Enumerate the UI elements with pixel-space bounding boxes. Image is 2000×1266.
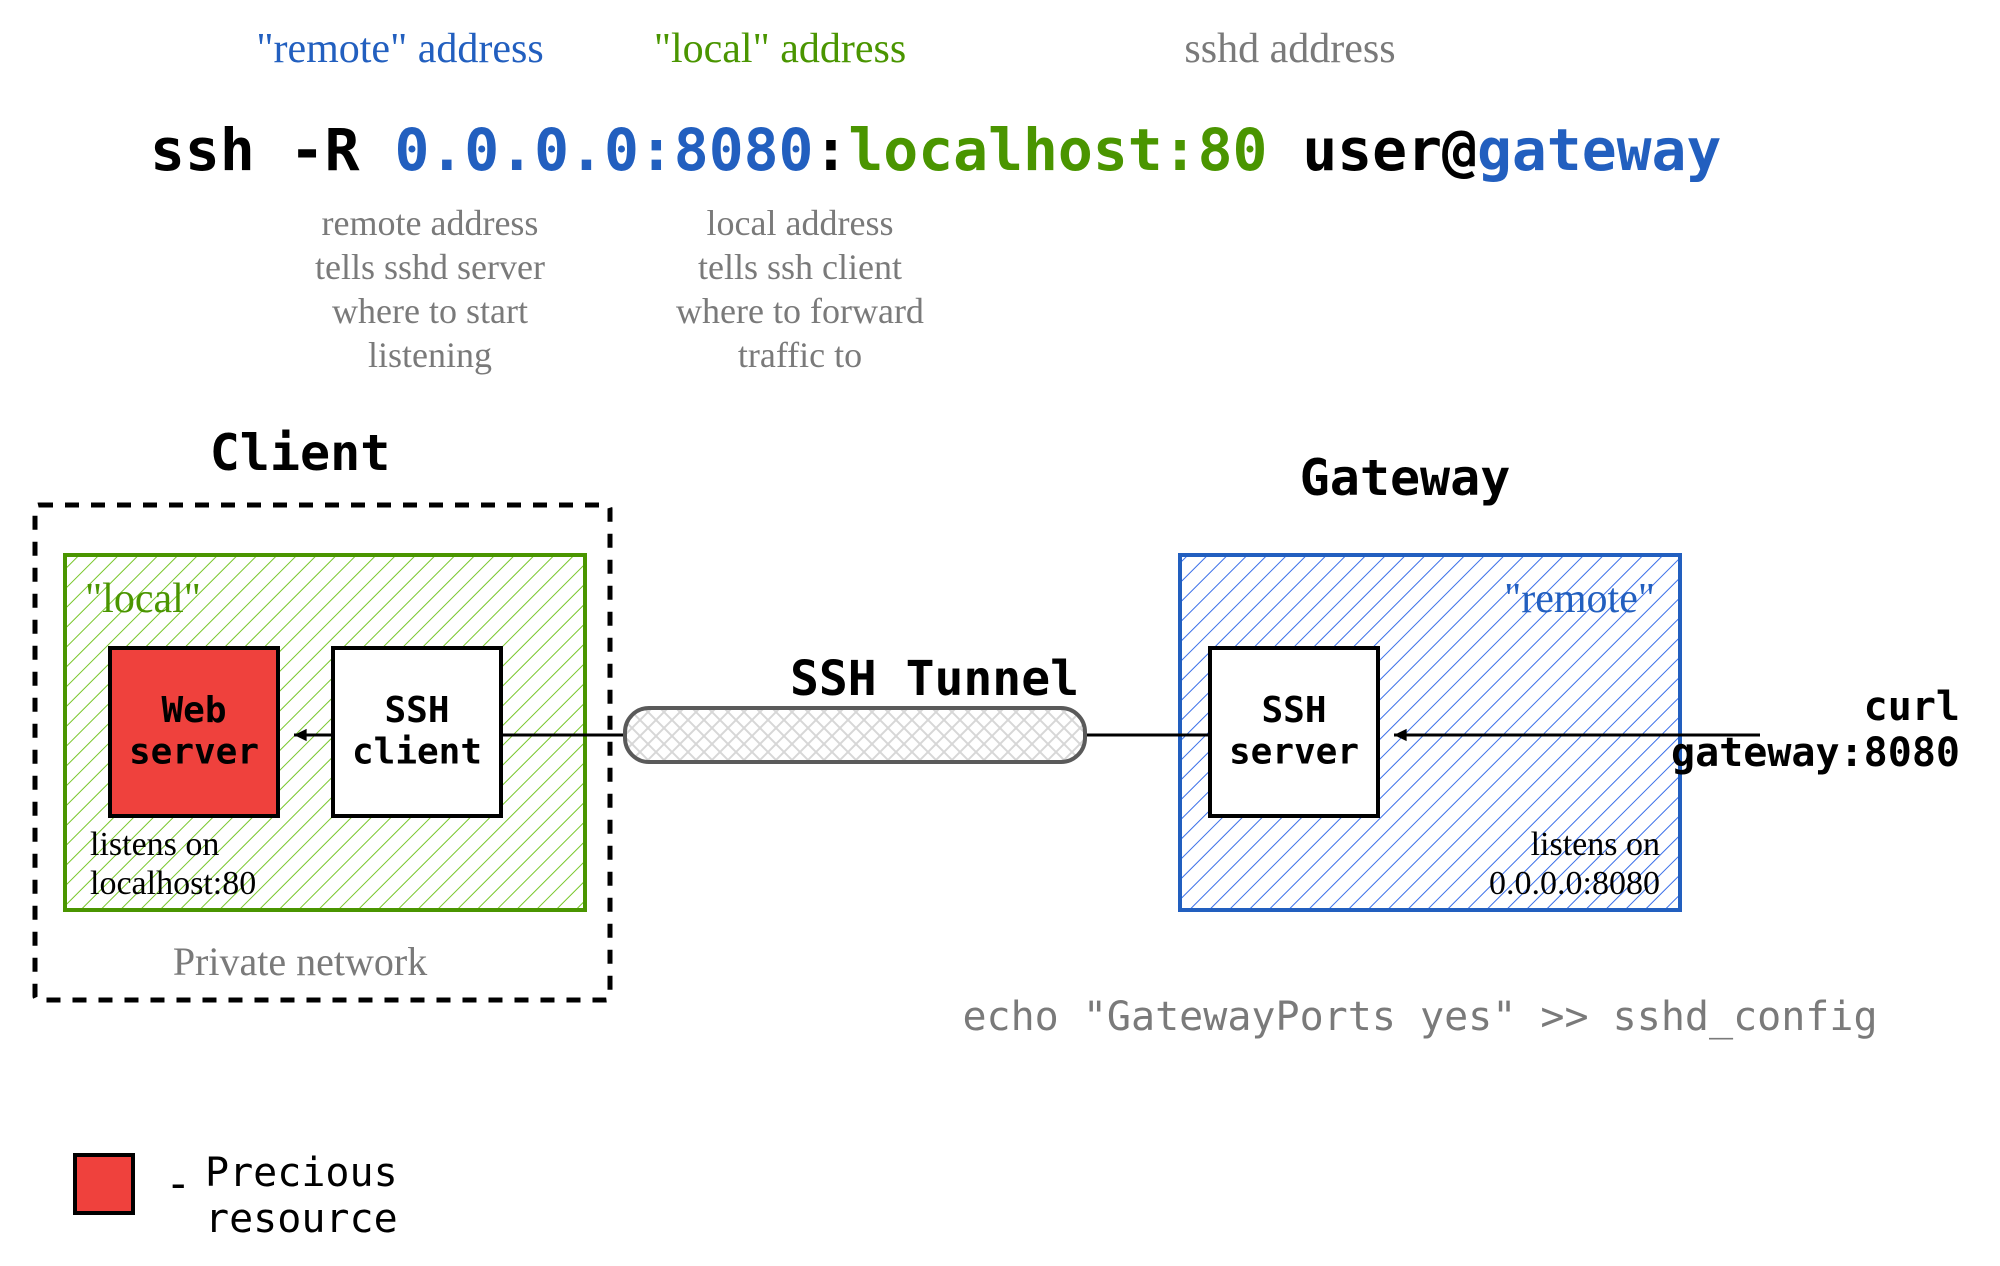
ssh-client-label: SSH <box>384 690 449 731</box>
gatewayports-config: echo "GatewayPorts yes" >> sshd_config <box>962 994 1877 1040</box>
legend-label: Precious <box>205 1150 398 1196</box>
explain-remote: listening <box>368 335 492 375</box>
ssh-command: ssh -R 0.0.0.0:8080:localhost:80 user@ga… <box>150 116 1721 184</box>
tunnel-label: SSH Tunnel <box>790 651 1079 707</box>
ssh-client-label: client <box>352 731 482 772</box>
client-title: Client <box>210 424 391 482</box>
private-network-label: Private network <box>173 939 427 984</box>
legend-dash: - <box>165 1158 192 1209</box>
top-label-remote: "remote" address <box>256 26 543 72</box>
explain-remote: tells sshd server <box>315 247 545 287</box>
curl-command: gateway:8080 <box>1671 730 1960 776</box>
web-server-label: Web <box>161 690 226 731</box>
top-label-sshd: sshd address <box>1184 26 1395 72</box>
explain-local: tells ssh client <box>698 247 902 287</box>
remote-label: "remote" <box>1504 576 1655 622</box>
legend-label: resource <box>205 1196 398 1242</box>
explain-local: traffic to <box>738 335 862 375</box>
tunnel-tube-hatch <box>625 708 1085 762</box>
ssh-server-label: server <box>1229 731 1359 772</box>
local-label: "local" <box>85 576 201 622</box>
ssh-server-label: SSH <box>1261 690 1326 731</box>
client-listens-text: localhost:80 <box>90 865 256 902</box>
top-label-local: "local" address <box>654 26 906 72</box>
client-listens-text: listens on <box>90 826 219 863</box>
web-server-label: server <box>129 731 259 772</box>
curl-command: curl <box>1864 684 1960 730</box>
explain-local: where to forward <box>676 291 924 331</box>
gateway-title: Gateway <box>1300 449 1511 507</box>
gateway-listens-text: listens on <box>1531 826 1660 863</box>
explain-remote: remote address <box>322 203 539 243</box>
explain-local: local address <box>707 203 894 243</box>
gateway-listens-text: 0.0.0.0:8080 <box>1489 865 1660 902</box>
explain-remote: where to start <box>332 291 528 331</box>
legend-swatch <box>75 1155 133 1213</box>
